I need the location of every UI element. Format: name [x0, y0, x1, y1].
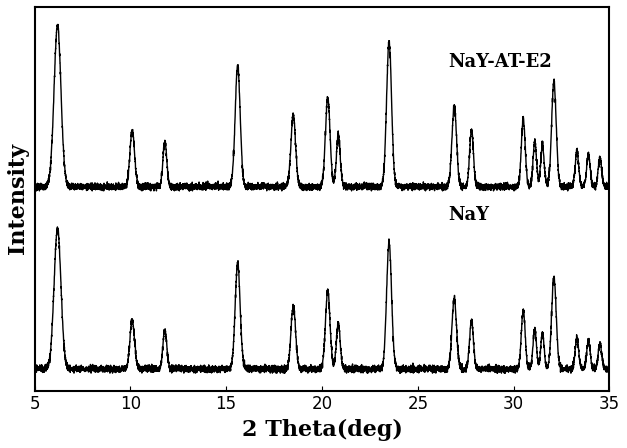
Y-axis label: Intensity: Intensity [7, 143, 29, 254]
Text: NaY: NaY [448, 207, 490, 224]
Text: NaY-AT-E2: NaY-AT-E2 [448, 53, 552, 71]
X-axis label: 2 Theta(deg): 2 Theta(deg) [241, 419, 403, 441]
